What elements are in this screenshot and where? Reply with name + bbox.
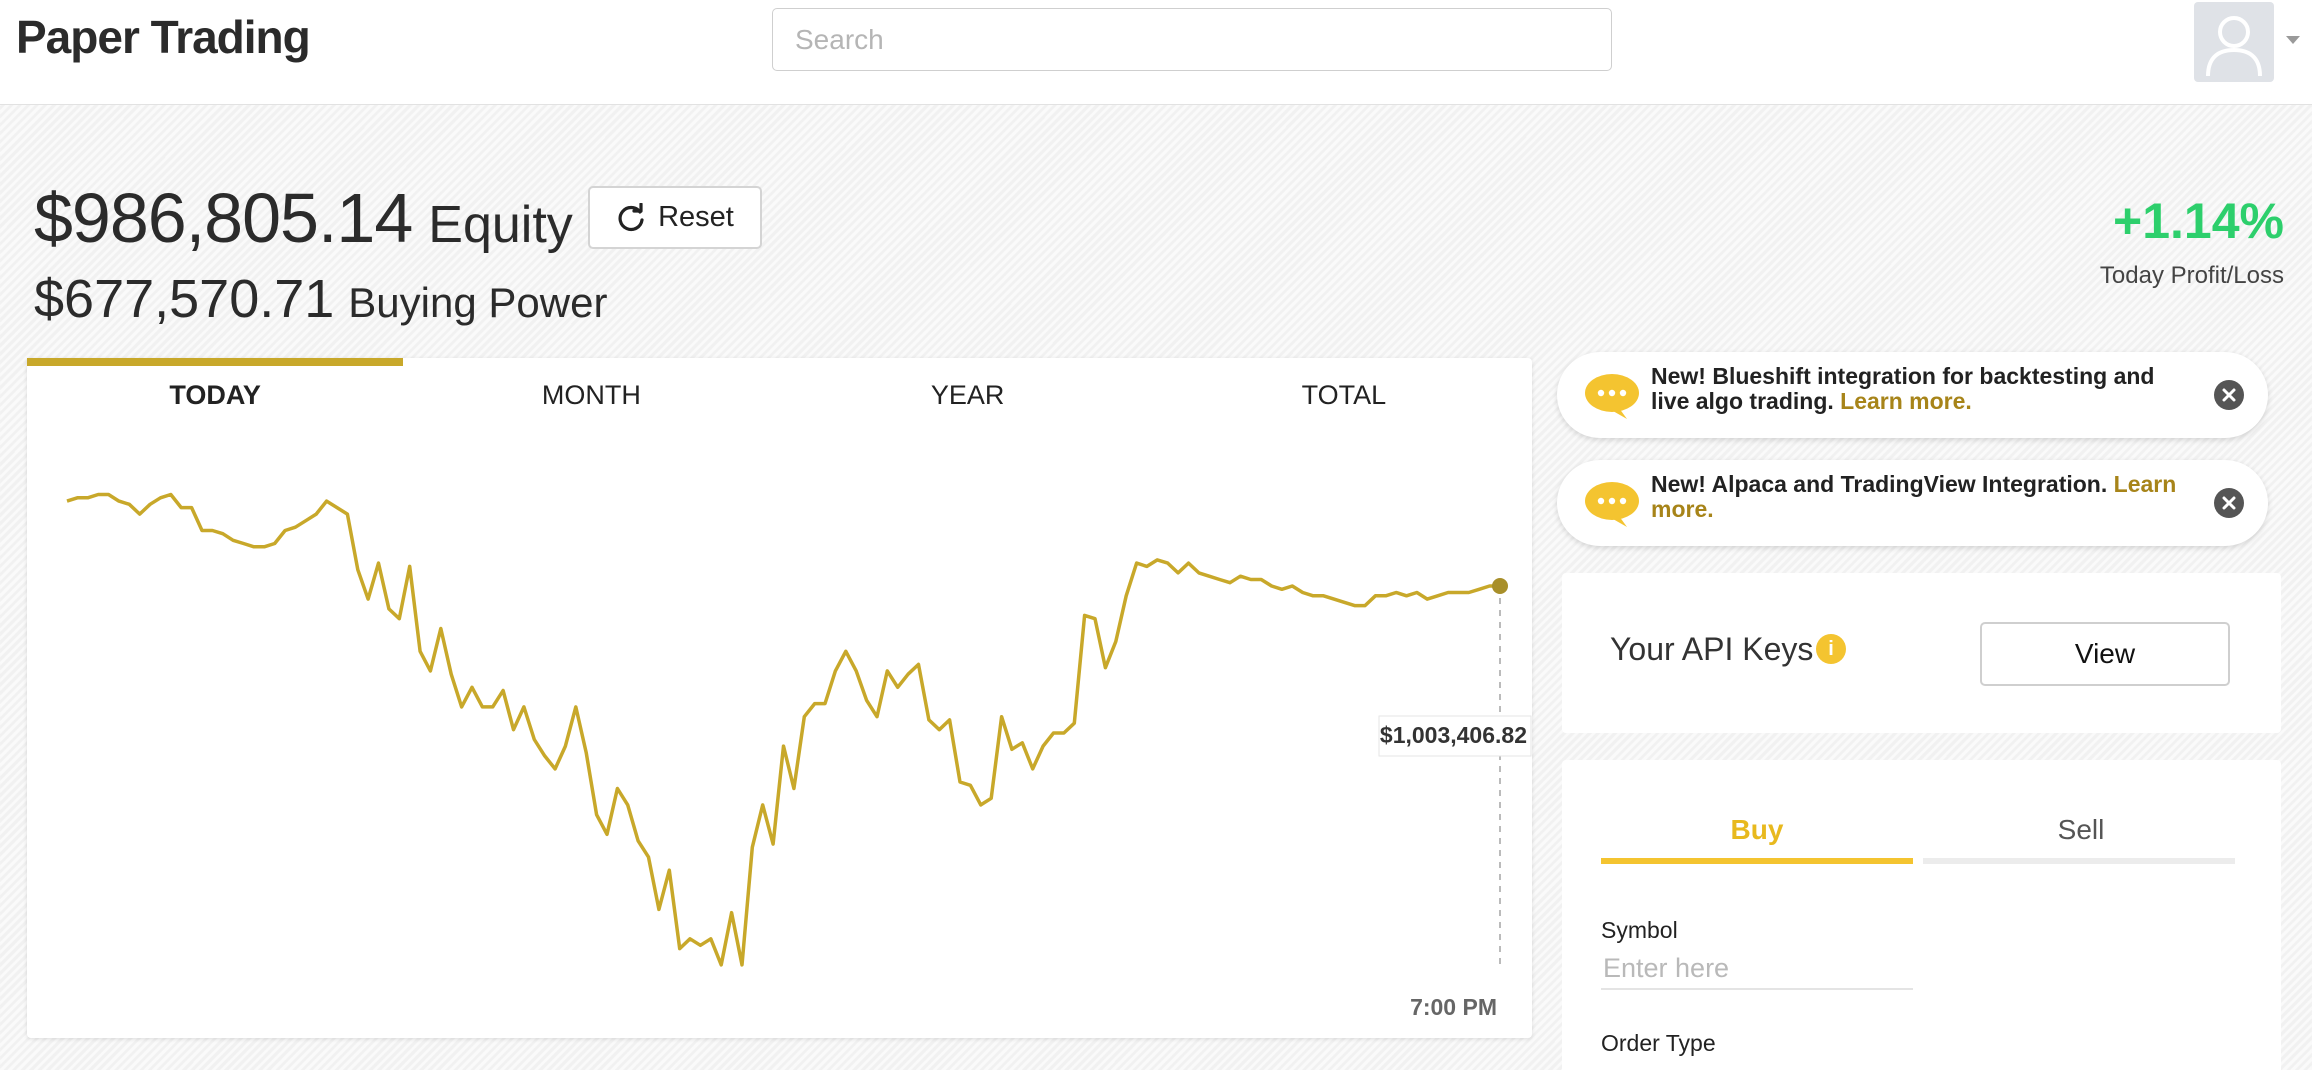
equity-chart[interactable]: $1,003,406.82 7:00 PM	[27, 358, 1532, 1038]
notice-text: New! Blueshift integration for backtesti…	[1651, 364, 2191, 414]
notice-blueshift: New! Blueshift integration for backtesti…	[1557, 352, 2268, 438]
hover-value-label: $1,003,406.82	[1380, 722, 1527, 748]
view-api-keys-button[interactable]: View	[1980, 622, 2230, 686]
profit-loss-label: Today Profit/Loss	[2099, 262, 2284, 289]
tab-sell[interactable]: Sell	[2057, 814, 2105, 845]
info-icon[interactable]: i	[1816, 634, 1846, 664]
learn-more-link[interactable]: Learn more.	[1840, 388, 1972, 414]
close-notice-button[interactable]	[2214, 488, 2244, 518]
hover-point-marker	[1492, 578, 1508, 594]
sell-tab-indicator	[1923, 858, 2235, 864]
order-form: Buy Sell Symbol Order Type	[1562, 760, 2281, 1070]
reset-button[interactable]: Reset	[588, 186, 762, 249]
notice-text: New! Alpaca and TradingView Integration.…	[1651, 472, 2191, 522]
close-icon	[2222, 388, 2236, 402]
hover-label-background	[1378, 715, 1532, 757]
buying-power-value: $677,570.71	[34, 269, 335, 329]
user-avatar-icon	[2206, 16, 2262, 77]
user-avatar[interactable]	[2194, 2, 2274, 82]
close-icon	[2222, 496, 2236, 510]
tab-buy[interactable]: Buy	[1730, 814, 1784, 845]
tab-month[interactable]: MONTH	[541, 380, 641, 410]
chevron-down-icon[interactable]	[2286, 36, 2300, 44]
equity-label: Equity	[428, 196, 573, 254]
learn-more-link[interactable]: Learn more.	[1651, 471, 2177, 522]
search-input[interactable]	[772, 8, 1612, 71]
buying-power-label: Buying Power	[348, 279, 608, 326]
buy-tab-indicator	[1601, 858, 1913, 864]
chat-bubble-icon	[1585, 482, 1639, 527]
reset-label: Reset	[658, 201, 734, 233]
order-type-label: Order Type	[1601, 1030, 1716, 1056]
tab-year[interactable]: YEAR	[930, 380, 1005, 410]
notice-tradingview: New! Alpaca and TradingView Integration.…	[1557, 460, 2268, 546]
equity-value: $986,805.14	[34, 179, 413, 257]
close-notice-button[interactable]	[2214, 380, 2244, 410]
equity-series-line	[66, 492, 1500, 967]
notice-message: New! Alpaca and TradingView Integration.	[1651, 471, 2108, 497]
api-keys-card: Your API Keys i View	[1562, 573, 2281, 733]
app-title: Paper Trading	[16, 11, 311, 63]
chat-bubble-icon	[1585, 374, 1639, 419]
api-keys-title: Your API Keys	[1610, 631, 1814, 667]
tab-today[interactable]: TODAY	[27, 358, 404, 428]
refresh-icon	[618, 202, 644, 231]
chart-range-tabs: TODAY MONTH YEAR TOTAL	[27, 358, 1532, 428]
equity-chart-card: $1,003,406.82 7:00 PM TODAY MONTH YEAR TO…	[27, 358, 1532, 1038]
buying-power-summary: $677,570.71 Buying Power	[34, 268, 607, 330]
symbol-input[interactable]	[1601, 948, 1913, 990]
tab-total[interactable]: TOTAL	[1301, 380, 1387, 410]
symbol-label: Symbol	[1601, 917, 1678, 943]
equity-summary: $986,805.14 Equity	[34, 178, 573, 258]
profit-loss-value: +1.14%	[2113, 193, 2284, 249]
hover-time-label: 7:00 PM	[1410, 994, 1497, 1020]
notice-message: New! Blueshift integration for backtesti…	[1651, 363, 2155, 414]
top-bar: Paper Trading	[0, 0, 2312, 105]
